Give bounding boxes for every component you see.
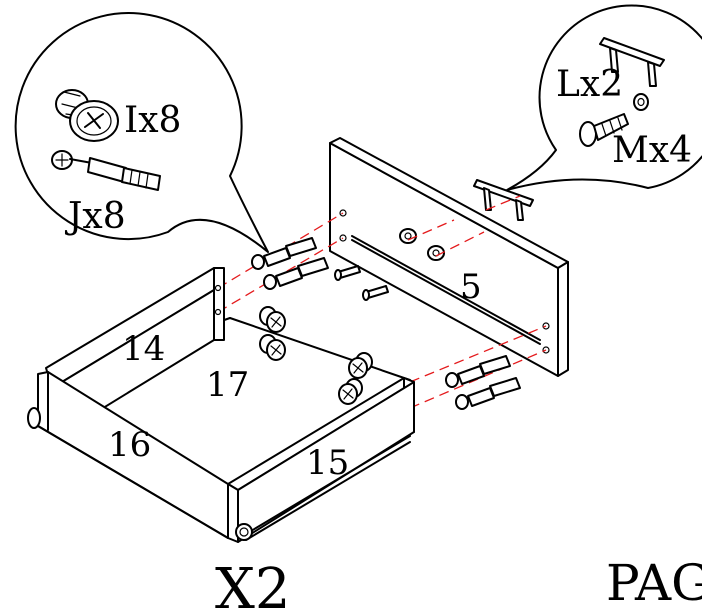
part-j-label: Jx8 <box>64 196 126 237</box>
corner-knob-icon <box>235 523 253 541</box>
panel-14-label: 14 <box>122 329 165 369</box>
part-l-label: Lx2 <box>556 64 623 105</box>
part-m-label: Mx4 <box>612 130 692 171</box>
part-i-label: Ix8 <box>124 100 181 141</box>
drawer-box: 14 17 15 16 <box>27 267 415 543</box>
handle-screw-icon <box>579 113 629 147</box>
cam-lock-icon <box>55 89 119 142</box>
panel-15-label: 15 <box>306 443 349 483</box>
callout-right: Lx2 Mx4 <box>506 4 702 191</box>
panel-16-label: 16 <box>108 425 151 465</box>
cam-locks-installed <box>259 306 373 405</box>
panel-17-label: 17 <box>206 365 249 405</box>
handle-on-panel <box>473 179 534 221</box>
cam-bolts-installed <box>251 237 521 410</box>
panel-5-label: 5 <box>460 267 482 307</box>
handle-icon <box>599 37 665 87</box>
callout-left: Ix8 Jx8 <box>14 12 269 253</box>
panel-5: 5 <box>329 137 569 377</box>
cam-bolt-icon <box>51 150 161 191</box>
quantity-label: X2 <box>215 557 291 612</box>
screw-pair <box>334 265 389 301</box>
panel-14: 14 <box>45 267 225 433</box>
panel-16: 16 <box>37 371 229 539</box>
page-label: PAGE <box>606 554 702 612</box>
callout-left-bubble <box>14 12 269 253</box>
panel-15: 15 <box>227 377 415 543</box>
washer-icon <box>633 93 649 111</box>
callout-right-bubble <box>506 4 702 191</box>
